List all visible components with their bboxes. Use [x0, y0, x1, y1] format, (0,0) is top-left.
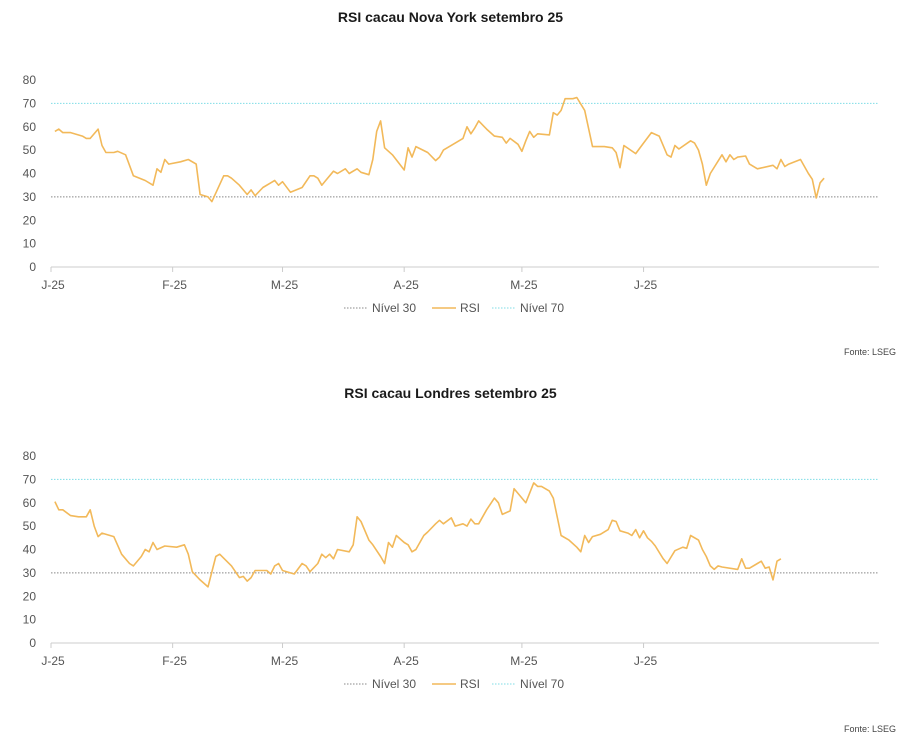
y-tick-label: 20 — [23, 213, 37, 227]
y-tick-label: 10 — [23, 237, 37, 251]
x-tick-label: M-25 — [271, 654, 299, 668]
x-tick-label: F-25 — [162, 654, 187, 668]
y-tick-label: 30 — [23, 190, 37, 204]
y-tick-label: 60 — [23, 496, 37, 510]
x-tick-label: M-25 — [510, 654, 538, 668]
x-tick-label: J-25 — [634, 278, 658, 292]
y-tick-label: 50 — [23, 143, 37, 157]
x-tick-label: M-25 — [510, 278, 538, 292]
x-tick-label: J-25 — [41, 654, 65, 668]
x-tick-label: A-25 — [393, 654, 419, 668]
y-tick-label: 10 — [23, 613, 37, 627]
legend-level-70-label: Nível 70 — [520, 301, 564, 315]
y-tick-label: 80 — [23, 73, 37, 87]
y-tick-label: 50 — [23, 519, 37, 533]
y-tick-label: 70 — [23, 96, 37, 110]
rsi-series-line — [54, 482, 782, 588]
x-tick-label: A-25 — [393, 278, 419, 292]
x-tick-label: F-25 — [162, 278, 187, 292]
y-tick-label: 60 — [23, 120, 37, 134]
y-tick-label: 40 — [23, 167, 37, 181]
y-tick-label: 0 — [29, 636, 36, 650]
rsi-chart-londres: 0 10 20 30 40 50 60 70 80 J-25 F-25 M-25 A-25 M-25 J-2… — [23, 449, 879, 691]
x-tick-label: J-25 — [41, 278, 65, 292]
x-tick-label: M-25 — [271, 278, 299, 292]
legend-level-70-label: Nível 70 — [520, 677, 564, 691]
x-tick-label: J-25 — [634, 654, 658, 668]
y-tick-label: 0 — [29, 260, 36, 274]
y-tick-label: 30 — [23, 566, 37, 580]
y-tick-label: 20 — [23, 589, 37, 603]
chart-title-nova-york: RSI cacau Nova York setembro 25 — [337, 9, 564, 25]
legend-rsi-label: RSI — [460, 301, 480, 315]
y-tick-label: 40 — [23, 543, 37, 557]
legend-rsi-label: RSI — [460, 677, 480, 691]
legend-level-30-label: Nível 30 — [372, 677, 416, 691]
y-tick-label: 70 — [23, 472, 37, 486]
y-tick-label: 80 — [23, 449, 37, 463]
source-note-nova-york: Fonte: LSEG — [843, 347, 896, 357]
legend-level-30-label: Nível 30 — [372, 301, 416, 315]
rsi-chart-nova-york: 0 10 20 30 40 50 60 70 80 J-25 F-25 M-25 A-25 M-25 J-2… — [23, 73, 879, 315]
rsi-series-line — [54, 96, 825, 203]
chart-title-londres: RSI cacau Londres setembro 25 — [344, 385, 557, 401]
source-note-londres: Fonte: LSEG — [843, 724, 896, 734]
